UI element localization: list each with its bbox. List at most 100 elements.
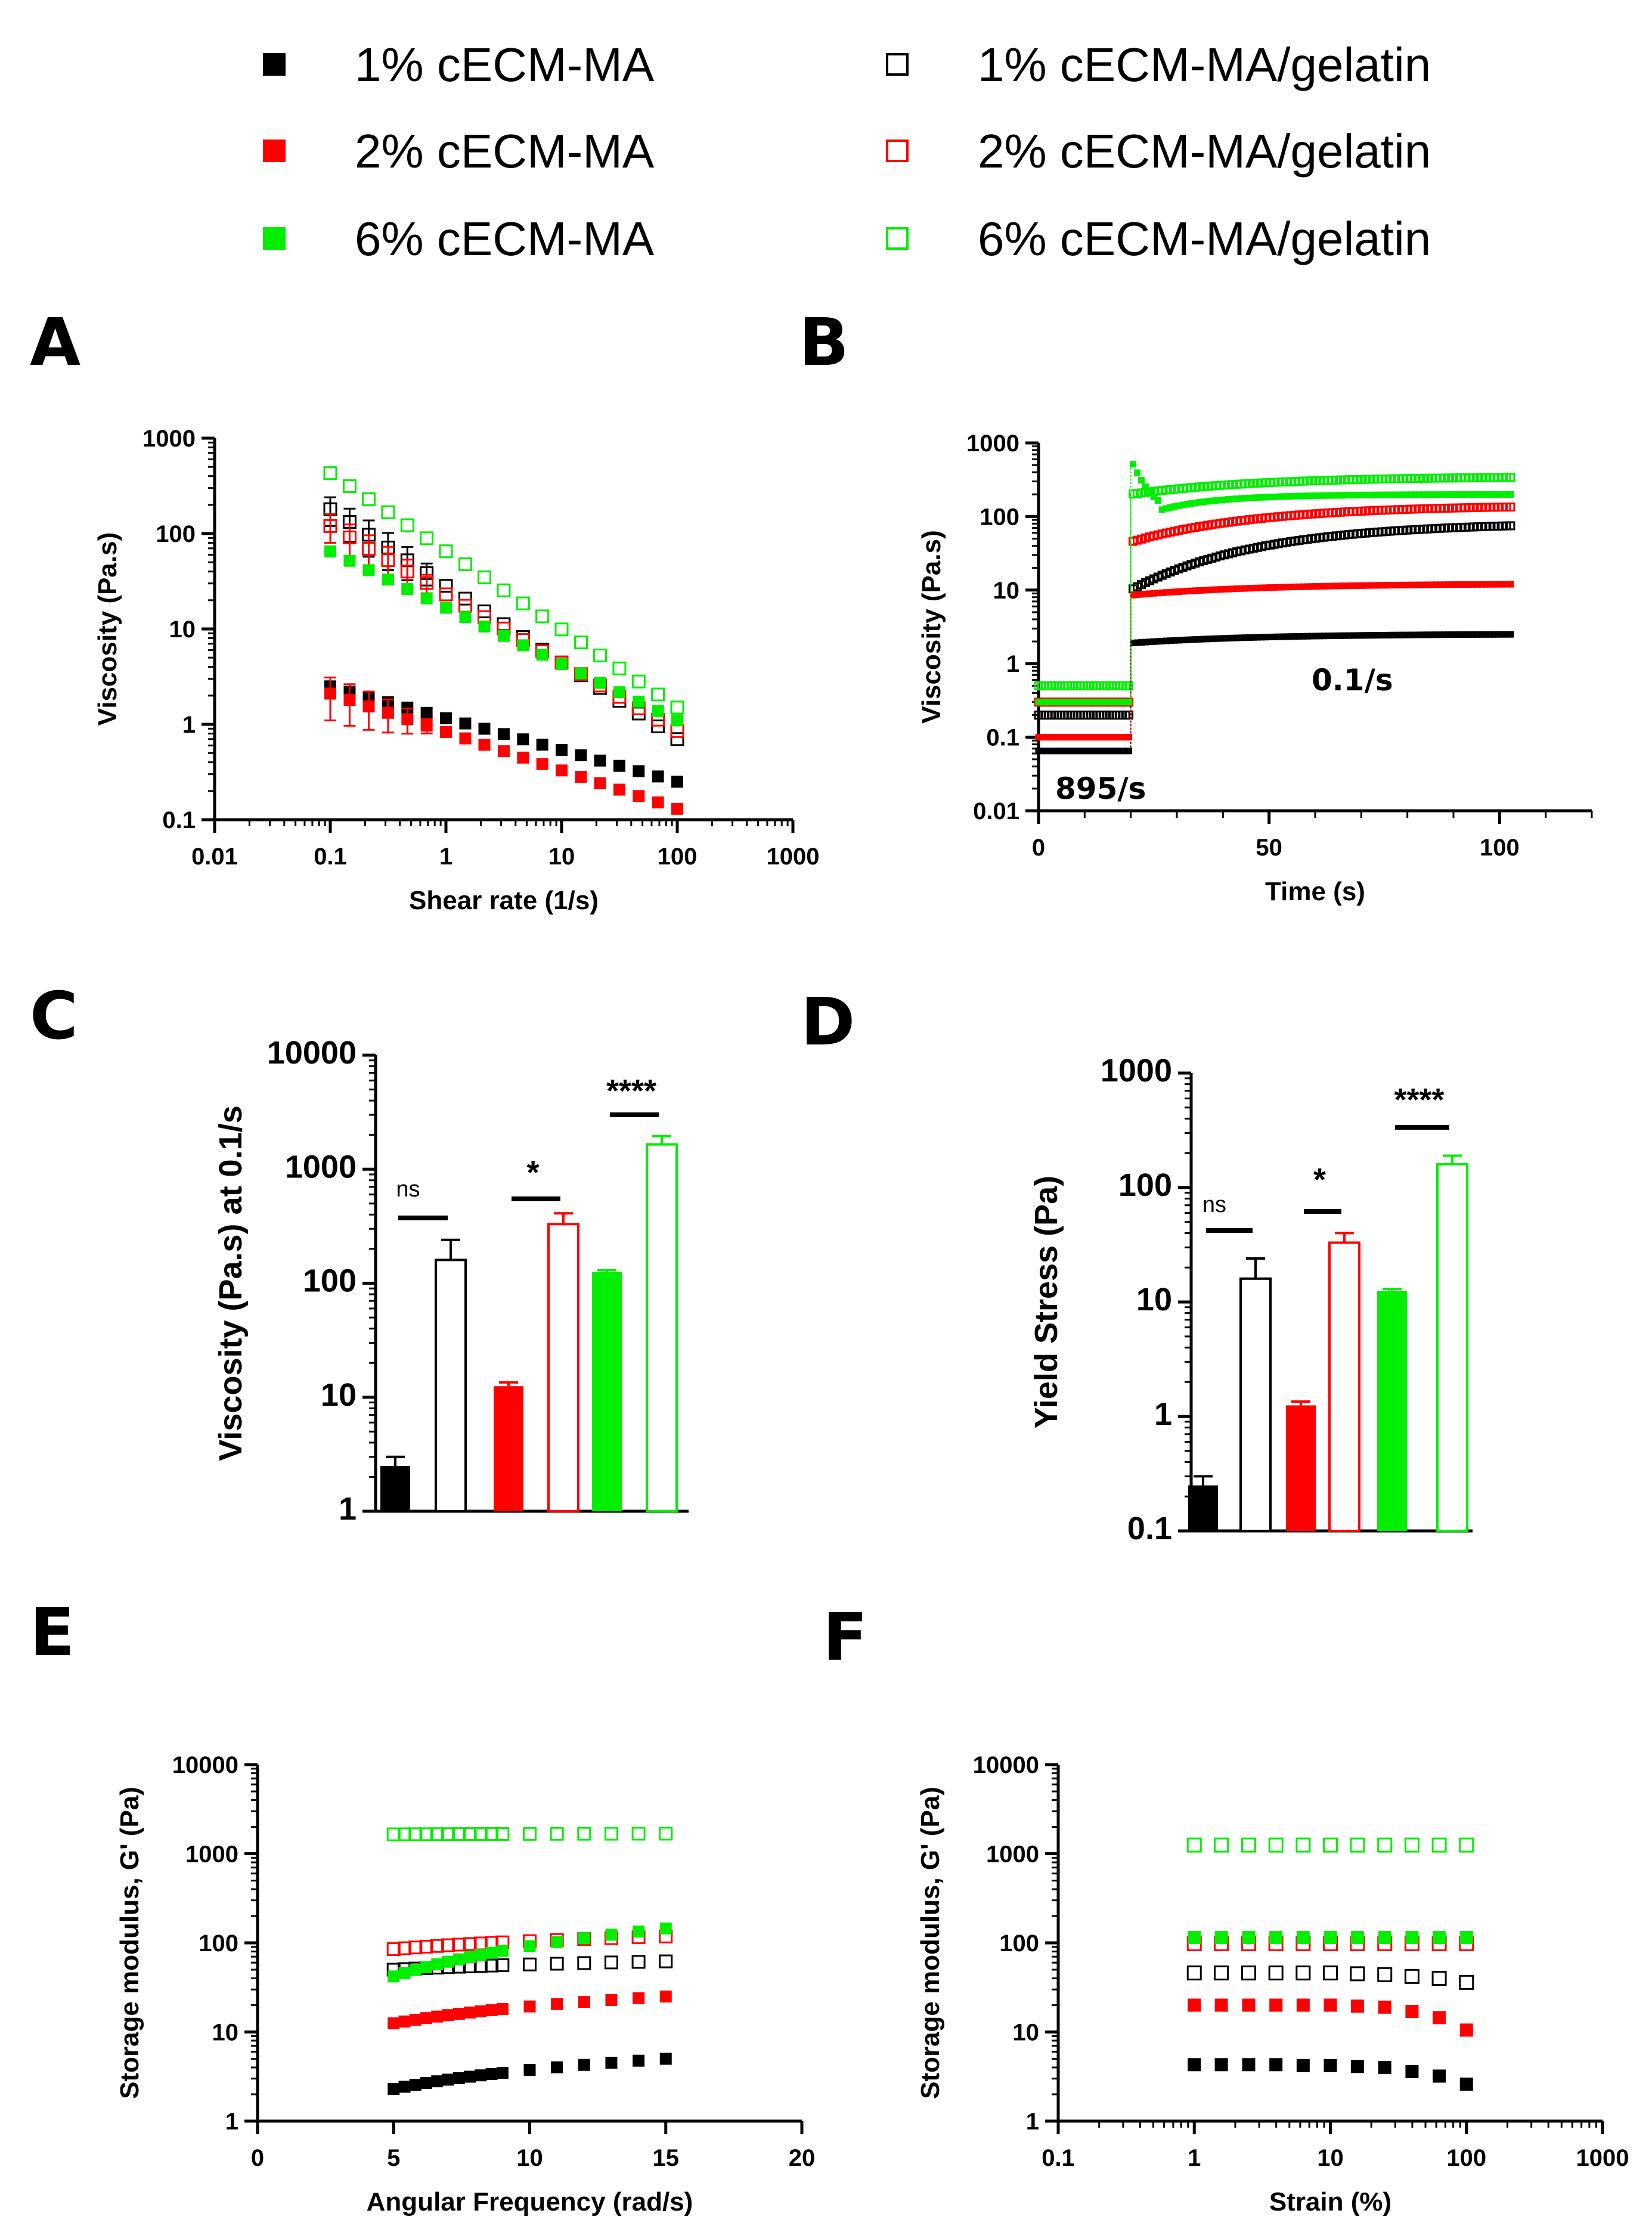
data-point [1237,634,1244,641]
panel-label-c: C [30,978,78,1054]
data-point [458,591,472,606]
data-point [1287,633,1294,640]
data-point [1383,491,1390,498]
data-point [1304,633,1311,640]
data-point [1171,637,1178,644]
data-point [1399,581,1406,588]
data-point [1300,583,1307,590]
x-axis-label: Time (s) [1265,877,1365,906]
x-tick-label: 10 [548,844,575,870]
data-point [523,1940,536,1952]
data-point [1213,635,1220,642]
data-point [362,700,375,712]
data-point [1507,491,1514,498]
data-point [1269,2058,1283,2072]
data-point [1433,1930,1446,1944]
data-point [1391,631,1398,638]
y-tick-label: 1000 [142,426,196,452]
data-point [1208,497,1216,504]
data-point [1387,582,1394,589]
data-point [323,466,337,480]
data-point [382,574,394,586]
data-point [1221,635,1228,642]
data-point [1420,491,1427,498]
data-point [1507,631,1514,638]
data-point [671,802,683,815]
data-point [1133,591,1140,599]
data-point [478,620,491,633]
series-3 [1188,1930,1473,1944]
data-point [1130,461,1137,468]
data-point [1374,632,1381,639]
data-point [1217,497,1224,504]
data-point [1490,491,1498,498]
data-point [1459,2077,1473,2091]
significance-label: ns [1202,1192,1226,1217]
data-point [1377,1837,1393,1853]
x-tick-label: 100 [658,844,698,870]
data-point [1242,1930,1256,1944]
data-point [1403,631,1411,638]
legend-label: 1% cECM-MA/gelatin [978,38,1431,91]
data-point [1163,637,1170,644]
data-point [1268,1965,1284,1980]
data-point [458,599,472,613]
data-point [551,2061,563,2073]
data-point [1283,633,1290,640]
data-point [430,1939,444,1953]
data-point [1461,581,1468,588]
data-point [1333,632,1340,639]
data-point [1262,494,1269,501]
data-point [1254,584,1261,591]
y-tick-label: 10 [169,616,196,643]
data-point [459,717,472,730]
y-tick-label: 10 [1136,1282,1172,1318]
data-point [1237,495,1244,502]
significance-label: ns [396,1177,420,1202]
data-point [361,492,376,506]
y-tick-label: 1 [339,1491,357,1527]
data-point [1254,494,1261,501]
panel-label-b: B [799,304,849,380]
legend-label: 2% cECM-MA/gelatin [978,125,1431,178]
data-point [1163,589,1170,596]
data-point [452,2007,465,2020]
series-6 [1186,1837,1474,1853]
y-tick-label: 100 [999,1930,1039,1957]
data-point [550,1827,564,1841]
data-point [478,723,491,735]
significance-label: **** [606,1073,656,1109]
data-point [1461,491,1468,498]
data-point [1357,632,1365,639]
data-point [1424,581,1431,588]
data-point [1387,631,1394,638]
data-point [431,1958,444,1970]
data-point [651,687,665,702]
data-point [1405,1930,1419,1944]
x-tick-label: 50 [1256,835,1282,861]
data-point [1357,582,1365,589]
data-point [1428,581,1436,588]
data-point [1126,748,1133,755]
bar-group [1377,1288,1407,1531]
data-point [439,587,453,602]
data-point [1225,585,1232,593]
data-point [1312,583,1319,590]
data-point [1200,636,1207,643]
legend-marker [886,140,909,162]
data-point [1262,584,1269,591]
data-point [1449,491,1456,498]
data-point [1213,586,1220,593]
data-point [1459,2023,1473,2037]
data-point [594,777,606,789]
data-point [1296,1998,1310,2012]
y-tick-label: 10000 [267,1035,357,1071]
series-2 [388,1991,672,2030]
data-point [361,542,376,556]
x-tick-label: 0.1 [1042,2145,1075,2171]
x-tick-label: 0.1 [314,844,347,870]
data-point [633,2054,645,2067]
data-point [1275,633,1282,640]
data-point [1254,634,1261,641]
data-point [1308,633,1315,640]
